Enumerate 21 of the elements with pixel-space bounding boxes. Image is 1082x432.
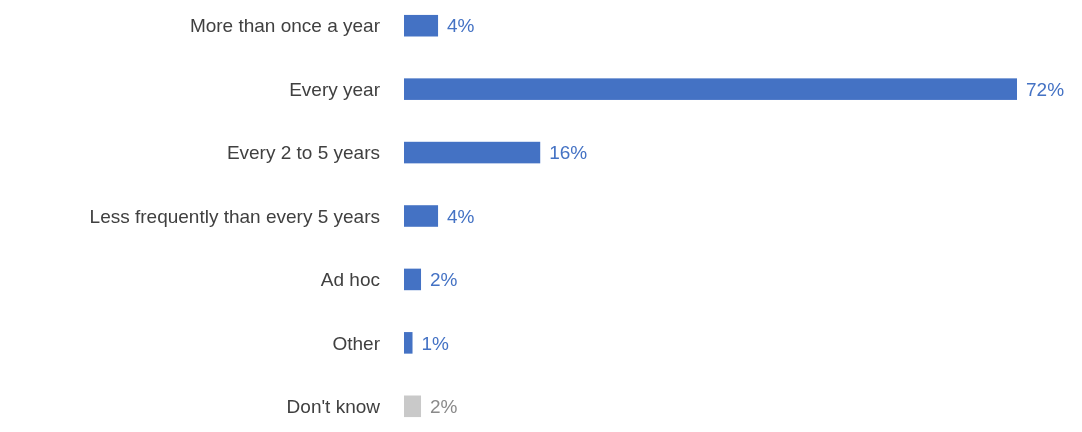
data-label: 4% [447,15,475,37]
y-tick-label: Other [332,332,381,354]
data-label: 2% [430,269,458,291]
data-label: 16% [549,142,588,164]
bar [404,332,413,354]
bar [404,268,422,291]
y-tick-label: Every 2 to 5 years [226,142,380,164]
bar [404,78,1017,100]
y-tick-label: Less frequently than every 5 years [89,205,380,227]
data-label: 1% [421,332,450,354]
bar [404,205,439,227]
y-tick-label: Ad hoc [320,269,380,291]
y-tick-label: Every year [289,78,381,100]
data-label: 4% [447,205,475,227]
y-tick-label: More than once a year [189,15,381,37]
bar [404,14,439,37]
bar [404,141,541,164]
data-label: 72% [1026,78,1065,100]
bar [404,395,422,418]
data-label: 2% [430,395,458,417]
y-tick-label: Don't know [286,395,381,417]
